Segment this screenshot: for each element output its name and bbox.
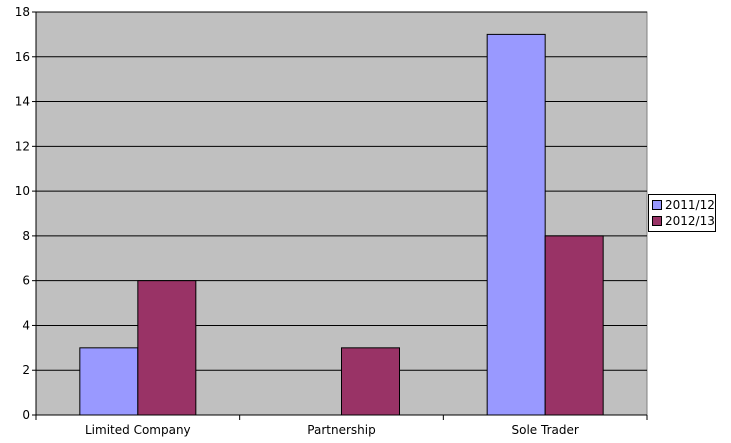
- bar-1-3: [486, 33, 546, 416]
- x-tick-label: Partnership: [307, 423, 375, 437]
- axes: [32, 11, 648, 420]
- x-tick-label: Sole Trader: [512, 423, 579, 437]
- bar-2-1: [137, 280, 197, 416]
- y-tick-label: 16: [15, 50, 30, 64]
- legend-item-series-2: 2012/13: [652, 213, 715, 229]
- x-tick-label: Limited Company: [85, 423, 191, 437]
- y-tick-label: 0: [22, 408, 30, 422]
- y-tick-label: 2: [22, 363, 30, 377]
- legend-swatch-series-2: [652, 216, 662, 226]
- legend: 2011/12 2012/13: [648, 194, 716, 232]
- y-tick-label: 4: [22, 318, 30, 332]
- legend-item-series-1: 2011/12: [652, 197, 715, 213]
- x-tick-labels: Limited Company Partnership Sole Trader: [85, 423, 579, 437]
- y-tick-label: 18: [15, 5, 30, 19]
- y-tick-labels: 0 2 4 6 8 10 12 14 16 18: [15, 5, 30, 422]
- bars: [79, 33, 604, 416]
- legend-swatch-series-1: [652, 200, 662, 210]
- y-tick-label: 12: [15, 139, 30, 153]
- bar-2-2: [341, 347, 400, 416]
- legend-label-series-1: 2011/12: [665, 198, 715, 212]
- legend-label-series-2: 2012/13: [665, 214, 715, 228]
- bar-2-3: [544, 235, 604, 416]
- y-tick-label: 14: [15, 95, 30, 109]
- bar-1-1: [79, 347, 139, 416]
- y-tick-label: 8: [22, 229, 30, 243]
- y-tick-label: 6: [22, 274, 30, 288]
- y-tick-label: 10: [15, 184, 30, 198]
